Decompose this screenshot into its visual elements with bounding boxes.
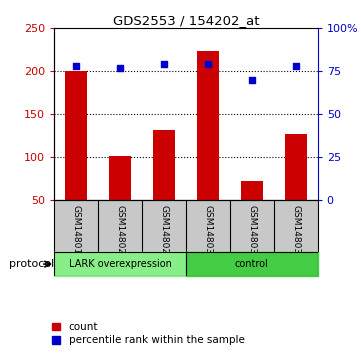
Legend: count, percentile rank within the sample: count, percentile rank within the sample <box>52 322 245 345</box>
Point <box>117 65 123 71</box>
Bar <box>109 156 131 200</box>
Bar <box>285 134 307 200</box>
Text: GSM148026: GSM148026 <box>116 205 125 259</box>
Text: control: control <box>235 259 269 269</box>
Point <box>249 77 255 83</box>
Text: GSM148032: GSM148032 <box>247 205 256 259</box>
Point <box>161 62 167 67</box>
Text: GSM148028: GSM148028 <box>160 205 169 259</box>
Bar <box>65 72 87 200</box>
Text: GSM148035: GSM148035 <box>291 205 300 259</box>
Text: LARK overexpression: LARK overexpression <box>69 259 171 269</box>
Bar <box>197 51 219 200</box>
Point <box>205 62 211 67</box>
Text: GSM148031: GSM148031 <box>203 205 212 259</box>
Text: GSM148016: GSM148016 <box>71 205 81 259</box>
Bar <box>153 130 175 200</box>
Bar <box>241 181 263 200</box>
Title: GDS2553 / 154202_at: GDS2553 / 154202_at <box>113 14 259 27</box>
Point <box>73 63 79 69</box>
Bar <box>54 252 186 276</box>
Point <box>293 63 299 69</box>
Text: protocol: protocol <box>9 259 54 269</box>
Bar <box>186 252 318 276</box>
